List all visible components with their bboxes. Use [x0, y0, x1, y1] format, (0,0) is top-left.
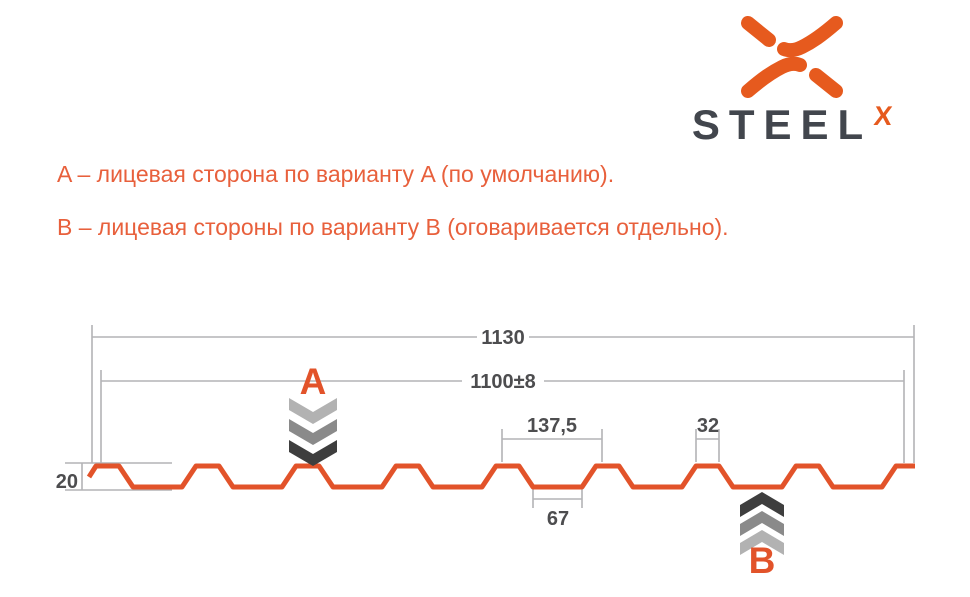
note-variant-a: A – лицевая сторона по варианту A (по ум… [57, 161, 615, 187]
dim-bottom-flat-label: 67 [547, 508, 569, 530]
marker-side-a: A [289, 361, 337, 466]
profile-drawing: 1130 1100±8 137,5 32 67 20 A [56, 325, 915, 581]
marker-side-b: B [740, 492, 784, 581]
dim-rib-top-label: 32 [697, 415, 719, 437]
logo-arm-bottom-right [809, 68, 843, 98]
brand-text: STEEL [691, 101, 873, 148]
dim-overall-width: 1130 [92, 327, 914, 349]
note-variant-b: B – лицевая стороны по варианту B (огова… [57, 214, 729, 240]
marker-b-letter: B [749, 540, 776, 581]
dim-profile-height-label: 20 [56, 471, 78, 493]
chevrons-up-icon [740, 492, 784, 555]
sheet-profile-line [86, 463, 915, 490]
chevrons-down-icon [289, 398, 337, 466]
dim-rib-top: 32 [695, 415, 720, 462]
logo-hook-top-right [777, 16, 843, 58]
steelx-x-icon [741, 16, 843, 98]
logo-hook-bottom-left [741, 56, 807, 98]
extension-lines [91, 325, 915, 463]
brand-sup-x: X [872, 101, 894, 131]
logo-arm-top-left [741, 16, 776, 47]
logo-wordmark: STEELX [682, 101, 902, 148]
dim-profile-height: 20 [56, 462, 172, 493]
logo: STEELX [682, 15, 902, 146]
dim-working-width-label: 1100±8 [470, 371, 536, 393]
dim-pitch-label: 137,5 [527, 415, 577, 437]
dim-working-width: 1100±8 [101, 371, 904, 393]
marker-a-letter: A [300, 361, 327, 402]
dim-overall-width-label: 1130 [481, 327, 524, 349]
dim-pitch: 137,5 [501, 415, 603, 462]
dim-bottom-flat: 67 [532, 485, 583, 530]
